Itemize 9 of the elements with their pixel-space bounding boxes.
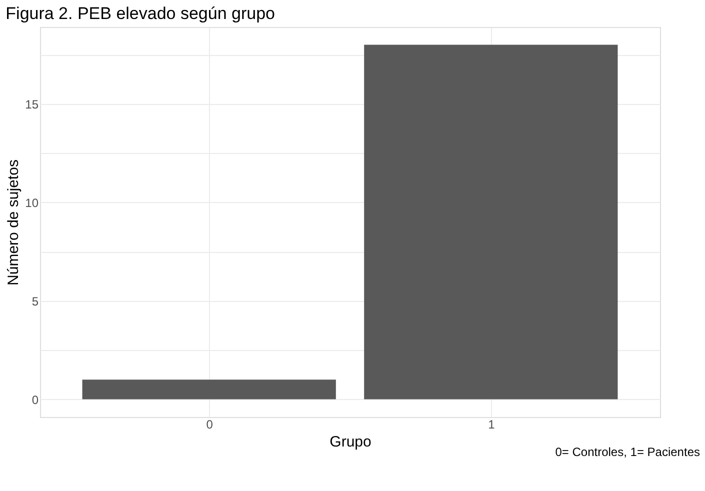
text: 0= Controles, 1= Pacientes bbox=[555, 445, 700, 459]
y-tick-label: 5 bbox=[32, 294, 39, 308]
chart-title: Figura 2. PEB elevado según grupo bbox=[6, 4, 275, 23]
y-tick-label: 10 bbox=[25, 196, 39, 210]
y-tick-label: 15 bbox=[25, 97, 39, 112]
y-axis-title: Número de sujetos bbox=[5, 160, 22, 286]
x-tick-label: 1 bbox=[488, 418, 496, 432]
x-axis-title: Grupo bbox=[330, 434, 372, 450]
y-tick-label: 0 bbox=[32, 392, 39, 407]
